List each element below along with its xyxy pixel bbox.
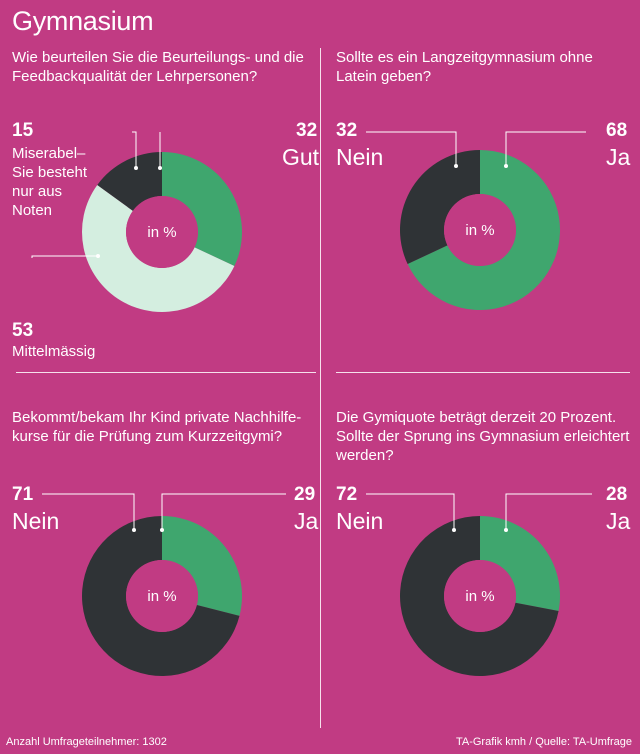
category-label-nein-3: Nein [12, 508, 60, 534]
question-3: Bekommt/bekam Ihr Kind private Nachhilfe… [12, 409, 302, 445]
center-label: in % [465, 222, 494, 239]
question-2: Sollte es ein Langzeitgymnasium ohne Lat… [336, 49, 593, 85]
chart-panel-2: Sollte es ein Langzeitgymnasium ohne Lat… [336, 48, 640, 378]
donut-chart-3: in % [42, 493, 286, 676]
donut-center [126, 196, 198, 268]
leader-dot [454, 164, 458, 168]
leader-dot [504, 164, 508, 168]
donut-slice-1 [407, 150, 560, 310]
leader-line [505, 493, 592, 530]
donut-slice-3 [97, 152, 162, 211]
leader-dot [160, 528, 164, 532]
donut-center [444, 560, 516, 632]
footer-participants: Anzahl Umfrageteilnehmer: 1302 [6, 736, 167, 748]
value-label-ja-2: 68 [606, 120, 628, 141]
chart-panel-3: Bekommt/bekam Ihr Kind private Nachhilfe… [12, 408, 332, 738]
value-label-nein-4: 72 [336, 484, 358, 505]
leader-dot [158, 166, 162, 170]
center-label: in % [147, 588, 176, 605]
category-label-nein-2: Nein [336, 144, 384, 170]
leader-line [132, 131, 137, 168]
question-1: Wie beurteilen Sie die Beurteilungs- und… [12, 49, 304, 85]
horizontal-divider-right [336, 372, 630, 373]
donut-slice-1 [162, 152, 242, 267]
donut-slice-1 [480, 516, 560, 611]
leader-line [161, 493, 286, 530]
value-label-miserabel: 15 [12, 120, 34, 141]
category-label-ja-2: Ja [606, 144, 631, 170]
donut-center [126, 560, 198, 632]
footer-source: TA-Grafik kmh / Quelle: TA-Umfrage [455, 736, 632, 748]
value-label-mittelmaessig: 53 [12, 320, 34, 341]
center-label: in % [147, 224, 176, 241]
donut-slice-2 [82, 184, 235, 312]
leader-line [366, 493, 455, 530]
category-label-miserabel: Miserabel– Sie besteht nur aus Noten [12, 145, 88, 219]
question-4: Die Gymiquote beträgt derzeit 20 Prozent… [336, 409, 630, 464]
donut-chart-1: in % [31, 131, 242, 312]
donut-slice-2 [400, 516, 559, 676]
horizontal-divider-left [16, 372, 316, 373]
leader-line [505, 131, 586, 166]
category-label-mittelmaessig: Mittelmässig [12, 343, 96, 360]
value-label-nein-2: 32 [336, 120, 358, 141]
donut-center [444, 194, 516, 266]
leader-dot [452, 528, 456, 532]
category-label-gut: Gut [282, 144, 320, 170]
leader-line [31, 255, 98, 258]
donut-chart-4: in % [366, 493, 592, 676]
center-label: in % [465, 588, 494, 605]
donut-slice-1 [162, 516, 242, 616]
page-title: Gymnasium [12, 6, 154, 36]
leader-line [366, 131, 457, 166]
donut-slice-2 [81, 516, 240, 676]
category-label-nein-4: Nein [336, 508, 384, 534]
leader-dot [96, 254, 100, 258]
chart-panel-4: Die Gymiquote beträgt derzeit 20 Prozent… [336, 408, 640, 738]
leader-dot [504, 528, 508, 532]
value-label-ja-3: 29 [294, 484, 316, 505]
category-label-ja-3: Ja [294, 508, 319, 534]
value-label-ja-4: 28 [606, 484, 628, 505]
vertical-divider [320, 48, 321, 728]
leader-line [42, 493, 135, 530]
value-label-nein-3: 71 [12, 484, 34, 505]
donut-slice-2 [400, 150, 480, 265]
leader-dot [132, 528, 136, 532]
category-label-ja-4: Ja [606, 508, 631, 534]
leader-dot [134, 166, 138, 170]
chart-panel-1: Wie beurteilen Sie die Beurteilungs- und… [12, 48, 332, 378]
value-label-gut: 32 [296, 120, 318, 141]
donut-chart-2: in % [366, 131, 586, 310]
